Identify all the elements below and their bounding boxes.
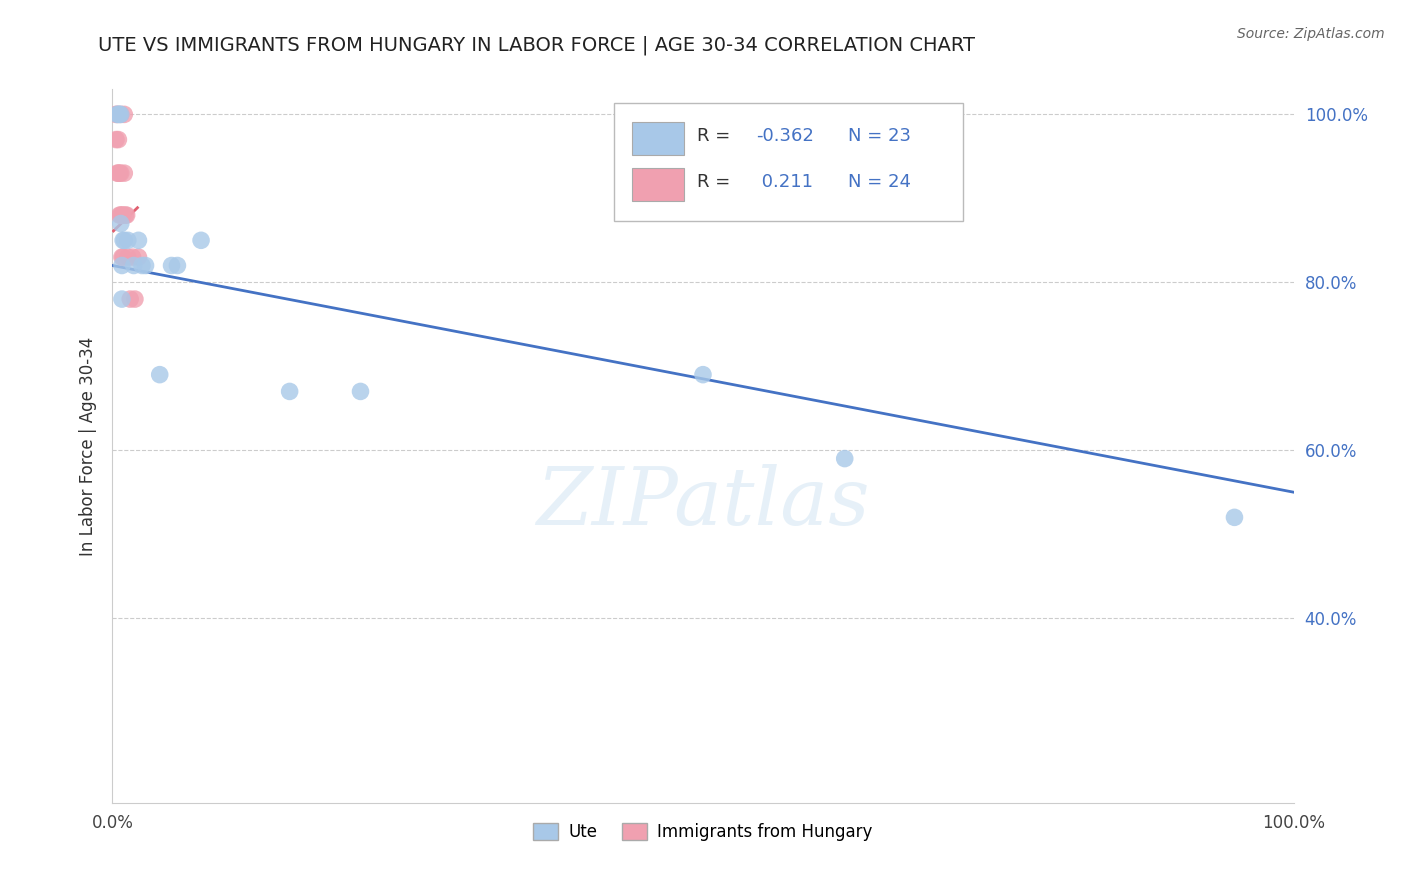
Point [120, 292, 142, 306]
Point [110, 107, 132, 121]
Point [117, 233, 139, 247]
Text: R =: R = [697, 127, 737, 145]
Point [127, 233, 149, 247]
Point [121, 250, 143, 264]
Legend: Ute, Immigrants from Hungary: Ute, Immigrants from Hungary [527, 816, 879, 848]
Point [107, 132, 129, 146]
FancyBboxPatch shape [614, 103, 963, 221]
Point [105, 166, 128, 180]
Point [122, 259, 145, 273]
Text: ZIPatlas: ZIPatlas [536, 465, 870, 541]
Point [107, 107, 129, 121]
Point [112, 233, 135, 247]
Point [107, 166, 129, 180]
Point [111, 259, 134, 273]
Point [110, 107, 132, 121]
Text: UTE VS IMMIGRANTS FROM HUNGARY IN LABOR FORCE | AGE 30-34 CORRELATION CHART: UTE VS IMMIGRANTS FROM HUNGARY IN LABOR … [98, 36, 976, 55]
Point [112, 250, 135, 264]
Text: Source: ZipAtlas.com: Source: ZipAtlas.com [1237, 27, 1385, 41]
Point [115, 208, 138, 222]
Point [127, 250, 149, 264]
Text: -0.362: -0.362 [756, 127, 814, 145]
Point [105, 132, 128, 146]
Text: R =: R = [697, 173, 737, 191]
Text: N = 24: N = 24 [848, 173, 911, 191]
Point [105, 107, 128, 121]
Point [112, 166, 135, 180]
Point [692, 368, 714, 382]
Point [112, 107, 135, 121]
Point [834, 451, 856, 466]
Point [108, 208, 131, 222]
Point [111, 250, 134, 264]
Point [105, 107, 128, 121]
Point [105, 107, 128, 121]
Point [111, 208, 134, 222]
Point [112, 208, 135, 222]
Point [117, 250, 139, 264]
Point [149, 368, 172, 382]
Point [108, 166, 131, 180]
Point [114, 208, 136, 222]
Point [278, 384, 301, 399]
Point [349, 384, 371, 399]
Point [124, 292, 146, 306]
Point [160, 259, 183, 273]
Point [111, 292, 134, 306]
Point [110, 217, 132, 231]
Point [112, 233, 135, 247]
Text: 0.211: 0.211 [756, 173, 813, 191]
Text: N = 23: N = 23 [848, 127, 911, 145]
FancyBboxPatch shape [633, 169, 685, 202]
Point [108, 107, 131, 121]
Point [135, 259, 157, 273]
FancyBboxPatch shape [633, 122, 685, 155]
Point [131, 259, 153, 273]
Point [110, 208, 132, 222]
Point [1223, 510, 1246, 524]
Point [190, 233, 212, 247]
Point [110, 166, 132, 180]
Point [166, 259, 188, 273]
Y-axis label: In Labor Force | Age 30-34: In Labor Force | Age 30-34 [79, 336, 97, 556]
